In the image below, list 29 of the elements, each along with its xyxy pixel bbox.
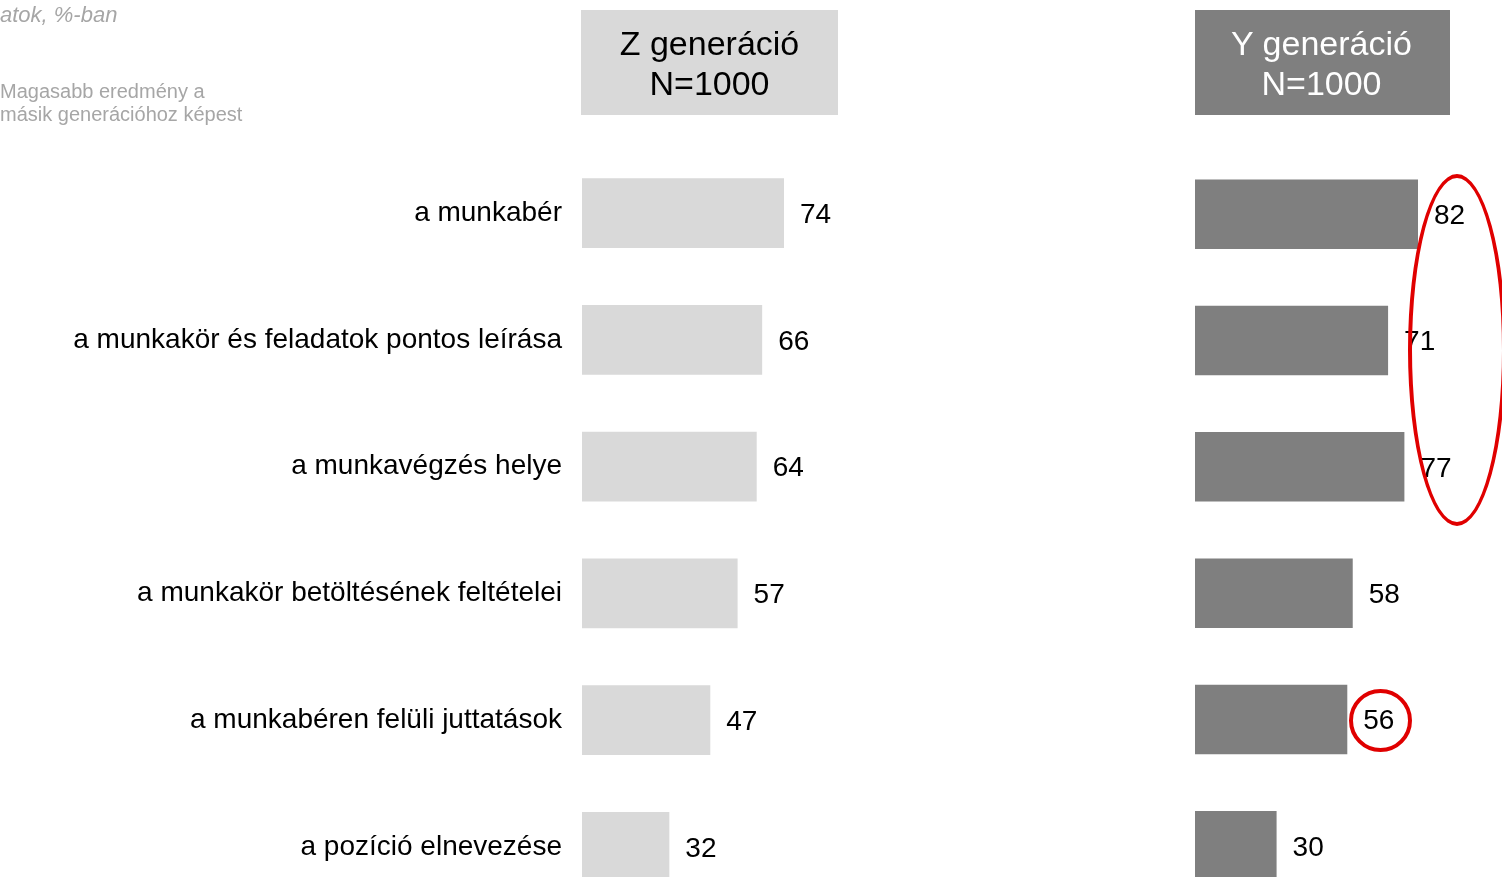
data-label: 56 [1363, 704, 1395, 736]
y-tick-label: a munkavégzés helye [291, 449, 562, 481]
data-label: 66 [778, 324, 810, 356]
bar [1195, 432, 1405, 502]
bar [582, 558, 738, 629]
bar [582, 431, 757, 502]
data-label: 32 [685, 831, 717, 863]
bar [582, 178, 784, 249]
bar [582, 305, 763, 375]
text: atok, %-ban [0, 2, 118, 28]
bar [1195, 305, 1389, 376]
bar [582, 685, 711, 755]
data-label: 74 [800, 197, 832, 229]
data-label: 57 [753, 578, 785, 610]
data-label: 64 [772, 451, 804, 483]
data-label: 82 [1434, 198, 1466, 230]
data-label: 30 [1292, 830, 1324, 862]
text: Y generáció N=1000 [1193, 10, 1450, 115]
bar [1195, 558, 1353, 628]
y-tick-label: a munkabéren felüli juttatások [190, 702, 563, 734]
text: Z generáció N=1000 [581, 10, 838, 115]
y-tick-label: a munkakör betöltésének feltételei [137, 576, 562, 608]
data-label: 58 [1368, 577, 1400, 609]
y-tick-label: a pozíció elnevezése [300, 829, 562, 861]
y-tick-label: a munkabér [414, 195, 562, 227]
data-label: 47 [726, 704, 758, 736]
text: Magasabb eredmény a másik generációhoz képest [0, 80, 243, 126]
bar [1195, 179, 1418, 249]
y-tick-label: a munkakör és feladatok pontos leírása [73, 322, 563, 354]
